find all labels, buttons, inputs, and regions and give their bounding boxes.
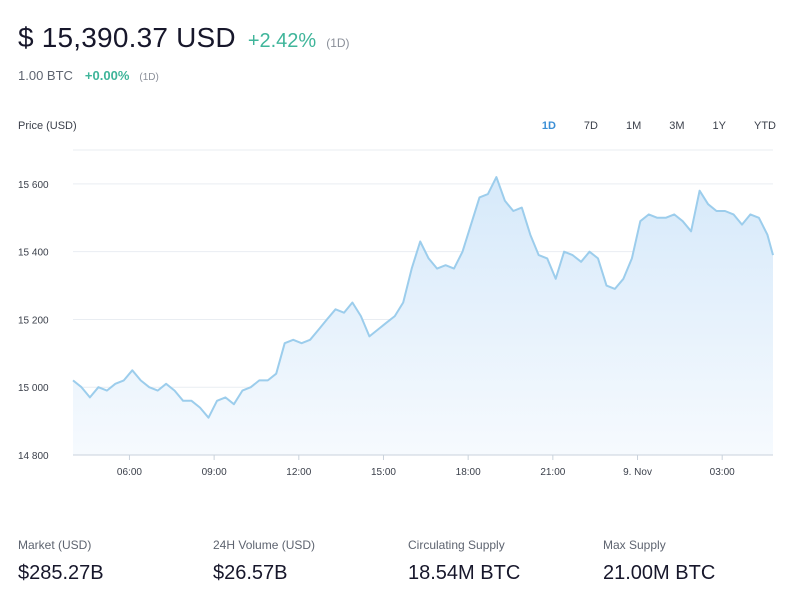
- price-header: $ 15,390.37 USD +2.42% (1D) 1.00 BTC +0.…: [18, 22, 350, 83]
- x-tick-label: 09:00: [202, 467, 227, 478]
- price-change-period: (1D): [326, 36, 350, 50]
- stat-market: Market (USD) $285.27B: [18, 538, 213, 585]
- y-tick-label: 15 200: [18, 315, 49, 326]
- range-1d[interactable]: 1D: [541, 120, 556, 132]
- stat-label: Circulating Supply: [408, 538, 505, 552]
- stat-circulating-supply: Circulating Supply 18.54M BTC: [408, 538, 603, 585]
- x-tick-label: 21:00: [540, 467, 565, 478]
- stat-value: $285.27B: [18, 562, 104, 584]
- stat-max-supply: Max Supply 21.00M BTC: [603, 538, 798, 585]
- series-line: [72, 176, 774, 419]
- y-tick-label: 14 800: [18, 451, 49, 462]
- x-tick-label: 03:00: [710, 467, 735, 478]
- range-1y[interactable]: 1Y: [712, 120, 726, 132]
- x-tick-label: 12:00: [286, 467, 311, 478]
- x-tick-label: 15:00: [371, 467, 396, 478]
- price-change: +2.42%: [247, 30, 317, 52]
- series-area: [73, 177, 773, 455]
- stats-row: Market (USD) $285.27B 24H Volume (USD) $…: [18, 538, 798, 585]
- btc-amount: 1.00 BTC: [18, 68, 73, 83]
- x-tick-label: 06:00: [117, 467, 142, 478]
- stat-volume: 24H Volume (USD) $26.57B: [213, 538, 408, 585]
- btc-row: 1.00 BTC +0.00% (1D): [18, 68, 350, 83]
- stat-value: $26.57B: [213, 562, 288, 584]
- btc-change: +0.00%: [84, 68, 130, 83]
- y-tick-label: 15 000: [18, 383, 49, 394]
- range-3m[interactable]: 3M: [669, 120, 685, 132]
- range-selector: 1D 7D 1M 3M 1Y YTD: [514, 120, 776, 132]
- y-tick-label: 15 600: [18, 180, 49, 191]
- current-price: $ 15,390.37 USD: [18, 22, 236, 53]
- stat-label: Market (USD): [18, 538, 92, 552]
- range-7d[interactable]: 7D: [583, 120, 598, 132]
- y-tick-label: 15 400: [18, 248, 49, 259]
- range-1m[interactable]: 1M: [625, 120, 642, 132]
- stat-value: 21.00M BTC: [603, 562, 716, 584]
- btc-change-period: (1D): [139, 72, 159, 83]
- stat-value: 18.54M BTC: [408, 562, 521, 584]
- price-row: $ 15,390.37 USD +2.42% (1D): [18, 22, 350, 54]
- stat-label: 24H Volume (USD): [213, 538, 316, 552]
- range-ytd[interactable]: YTD: [754, 120, 776, 132]
- x-tick-label: 9. Nov: [623, 467, 652, 478]
- price-chart[interactable]: 14 800 15 000 15 200 15 400 15 600 06:00 09:00…: [0, 140, 800, 485]
- stat-label: Max Supply: [603, 538, 666, 552]
- y-axis-title: Price (USD): [18, 120, 77, 132]
- x-tick-label: 18:00: [456, 467, 481, 478]
